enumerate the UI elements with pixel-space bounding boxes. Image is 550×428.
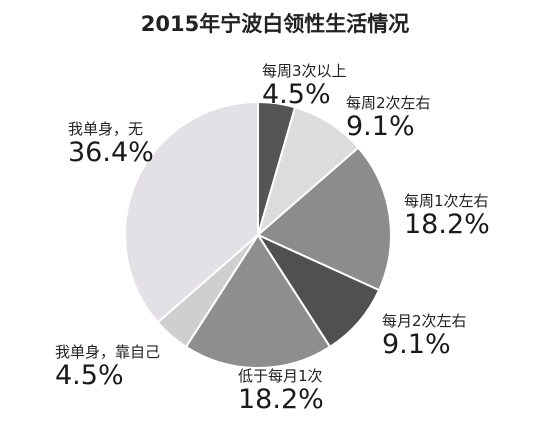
- slice-name: 每周2次左右: [346, 94, 431, 112]
- slice-percent: 9.1%: [346, 111, 415, 142]
- slice-label-under-monthly-1: 低于每月1次 18.2%: [238, 367, 324, 415]
- pie-slice-6: [124, 100, 259, 324]
- slice-name: 每周1次左右: [404, 192, 489, 210]
- pie-slice-2: [256, 146, 392, 292]
- slice-label-weekly-1: 每周1次左右 18.2%: [404, 192, 490, 240]
- slice-percent: 18.2%: [404, 209, 490, 240]
- slice-percent: 9.1%: [382, 329, 451, 360]
- slice-name: 低于每月1次: [238, 367, 323, 385]
- slice-label-single-none: 我单身，无 36.4%: [68, 120, 154, 168]
- slice-label-weekly-3plus: 每周3次以上 4.5%: [262, 62, 347, 110]
- slice-name: 我单身，靠自己: [55, 343, 161, 361]
- chart-title: 2015年宁波白领性生活情况: [140, 12, 410, 36]
- slice-percent: 4.5%: [55, 360, 124, 391]
- slice-percent: 18.2%: [238, 384, 324, 415]
- pie-slice-4: [184, 233, 332, 369]
- slice-label-weekly-2: 每周2次左右 9.1%: [346, 94, 431, 142]
- slice-percent: 36.4%: [68, 137, 154, 168]
- slice-label-single-self: 我单身，靠自己 4.5%: [55, 343, 160, 391]
- slice-label-monthly-2: 每月2次左右 9.1%: [382, 312, 467, 360]
- slice-name: 每周3次以上: [262, 62, 347, 80]
- slice-name: 每月2次左右: [382, 312, 467, 330]
- slice-name: 我单身，无: [68, 120, 144, 138]
- slice-percent: 4.5%: [262, 79, 331, 110]
